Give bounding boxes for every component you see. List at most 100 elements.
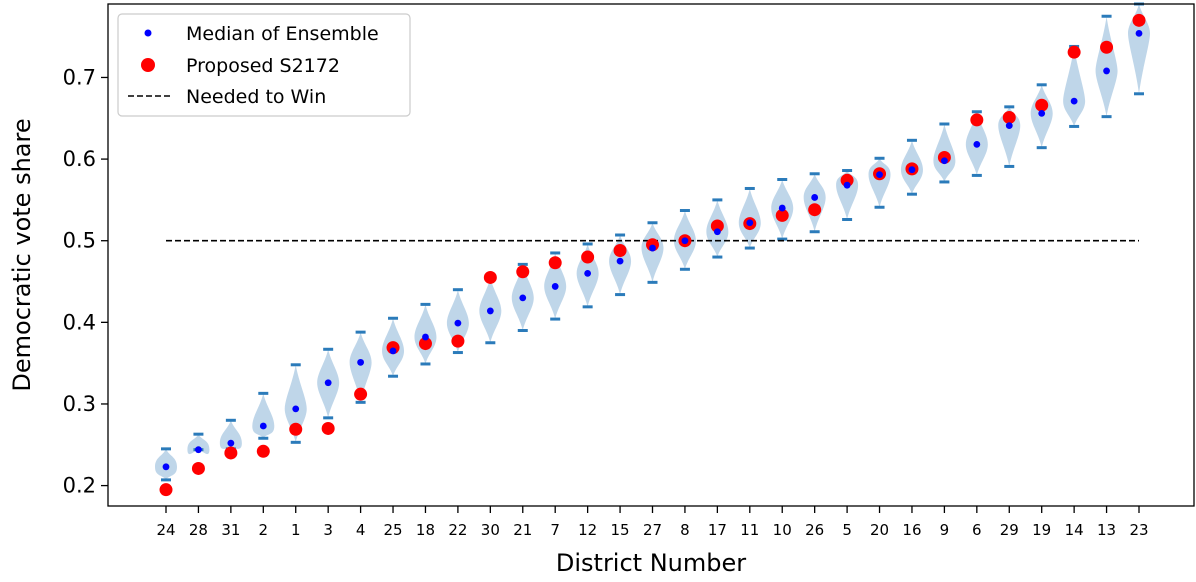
x-tick-label-30: 30 (481, 521, 500, 539)
median-point-21 (519, 294, 527, 302)
x-tick-label-25: 25 (383, 521, 402, 539)
proposed-point-7 (548, 256, 562, 270)
plot-frame (107, 3, 1195, 507)
violin-29 (998, 106, 1021, 167)
proposed-points-layer (159, 13, 1146, 497)
proposed-point-13 (1100, 40, 1114, 54)
x-tick-label-26: 26 (805, 521, 824, 539)
violin-1 (284, 364, 307, 443)
median-point-30 (486, 307, 494, 315)
median-point-23 (1135, 29, 1143, 37)
x-tick-label-29: 29 (1000, 521, 1019, 539)
legend-median-marker (144, 29, 152, 37)
violin-15 (609, 235, 632, 295)
violin-4 (349, 332, 372, 403)
median-point-3 (324, 379, 332, 387)
median-point-29 (1005, 122, 1013, 130)
proposed-point-5 (840, 173, 854, 187)
x-tick-label-7: 7 (550, 521, 560, 539)
legend-box (117, 13, 411, 117)
x-tick-label-9: 9 (940, 521, 950, 539)
median-point-10 (778, 204, 786, 212)
median-point-11 (746, 219, 754, 227)
proposed-point-28 (191, 461, 205, 475)
median-point-13 (1103, 67, 1110, 75)
x-axis: 24 28 31 2 1 3 4 25 18 22 30 21 7 12 15 27 8 17 11 10 26 5 20 1… (156, 506, 1149, 539)
legend-proposed-marker (141, 58, 155, 72)
x-tick-label-1: 1 (291, 521, 301, 539)
violin-23 (1128, 4, 1150, 94)
x-tick-label-2: 2 (259, 521, 269, 539)
median-point-2 (259, 422, 267, 430)
median-point-26 (811, 194, 819, 201)
proposed-point-4 (354, 387, 368, 401)
median-point-7 (551, 283, 559, 290)
x-tick-label-8: 8 (680, 521, 690, 539)
median-point-6 (973, 140, 981, 148)
violin-27 (641, 222, 664, 283)
x-tick-label-19: 19 (1032, 521, 1051, 539)
proposed-point-26 (808, 203, 822, 217)
proposed-point-22 (451, 334, 465, 348)
x-tick-label-24: 24 (156, 521, 175, 539)
x-tick-label-31: 31 (221, 521, 240, 539)
y-tick-label: 0.4 (63, 310, 96, 334)
median-points-layer (162, 29, 1143, 471)
y-tick-label: 0.3 (63, 392, 96, 416)
median-point-24 (162, 463, 170, 471)
median-point-12 (584, 269, 592, 277)
proposed-point-12 (581, 250, 595, 264)
proposed-point-10 (775, 208, 789, 222)
y-tick-label: 0.7 (63, 65, 96, 89)
median-point-19 (1038, 109, 1046, 117)
x-tick-label-12: 12 (578, 521, 597, 539)
violin-13 (1095, 16, 1118, 117)
median-point-25 (389, 347, 397, 355)
violin-2 (252, 393, 275, 439)
median-point-5 (843, 181, 851, 189)
median-point-14 (1070, 97, 1078, 105)
x-tick-label-18: 18 (416, 521, 435, 539)
x-tick-label-5: 5 (842, 521, 852, 539)
x-tick-label-28: 28 (189, 521, 208, 539)
y-axis: 0.2 0.3 0.4 0.5 0.6 0.7 (63, 65, 108, 498)
y-tick-label: 0.6 (63, 147, 96, 171)
x-tick-label-27: 27 (643, 521, 662, 539)
x-tick-label-15: 15 (611, 521, 630, 539)
x-tick-label-11: 11 (740, 521, 759, 539)
proposed-point-2 (256, 444, 270, 458)
x-tick-label-3: 3 (323, 521, 333, 539)
violin-26 (803, 173, 826, 232)
median-point-17 (713, 228, 721, 236)
x-tick-label-13: 13 (1097, 521, 1116, 539)
proposed-point-24 (159, 483, 173, 497)
proposed-point-1 (289, 422, 303, 436)
x-tick-label-22: 22 (448, 521, 467, 539)
median-point-22 (454, 319, 462, 327)
x-tick-label-16: 16 (902, 521, 921, 539)
median-point-18 (422, 333, 429, 341)
x-tick-label-21: 21 (513, 521, 532, 539)
proposed-point-29 (1002, 110, 1016, 124)
x-tick-label-23: 23 (1129, 521, 1148, 539)
proposed-point-18 (418, 337, 432, 351)
violin-14 (1063, 46, 1086, 127)
x-tick-label-10: 10 (773, 521, 792, 539)
legend-median-label: Median of Ensemble (186, 23, 379, 45)
x-tick-label-4: 4 (356, 521, 366, 539)
proposed-point-3 (321, 421, 335, 435)
median-point-20 (876, 171, 883, 178)
x-tick-label-20: 20 (870, 521, 889, 539)
violin-31 (219, 420, 242, 449)
proposed-point-17 (710, 219, 724, 233)
median-point-15 (616, 257, 624, 265)
proposed-point-21 (516, 265, 530, 279)
legend-proposed-label: Proposed S2172 (186, 55, 340, 77)
median-point-31 (227, 439, 235, 447)
x-tick-label-6: 6 (972, 521, 982, 539)
proposed-point-15 (613, 244, 627, 258)
median-point-28 (195, 446, 202, 454)
x-tick-label-14: 14 (1065, 521, 1084, 539)
proposed-point-31 (224, 446, 238, 460)
